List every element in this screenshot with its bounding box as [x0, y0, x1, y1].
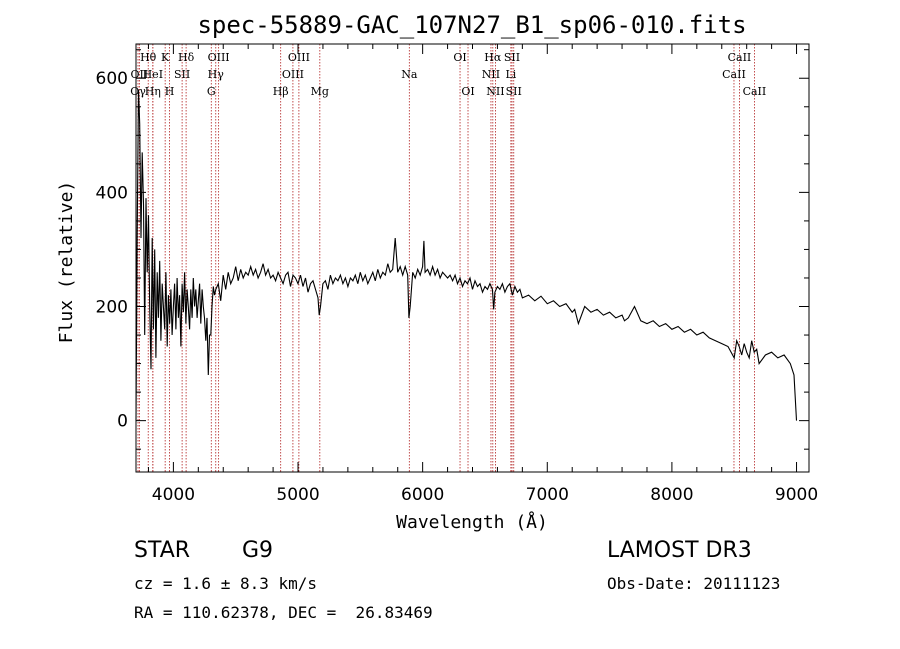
- x-tick-label: 6000: [401, 485, 444, 505]
- survey-name: LAMOST DR3: [607, 538, 752, 563]
- x-tick-label: 4000: [152, 485, 195, 505]
- spectral-line-label: HeI: [143, 68, 163, 81]
- spectral-line-label: SII: [174, 68, 190, 81]
- axis-ticks: [136, 44, 809, 472]
- plot-frame: [135, 43, 810, 473]
- spectral-line-label: NII: [482, 68, 500, 81]
- x-tick-label: 5000: [276, 485, 319, 505]
- object-class: STAR: [134, 538, 191, 563]
- spectral-line-label: OIII: [282, 68, 304, 81]
- spectral-line-label: OI: [461, 85, 474, 98]
- x-tick-label: 8000: [650, 485, 693, 505]
- spectral-line-label: CaII: [743, 85, 767, 98]
- spectral-line-label: Hβ: [273, 85, 289, 98]
- x-tick-label: 9000: [775, 485, 818, 505]
- spectral-line-label: H: [165, 85, 175, 98]
- redshift-readout: cz = 1.6 ± 8.3 km/s: [134, 574, 318, 593]
- spectral-line-label: Hθ: [140, 51, 157, 64]
- observation-date: Obs-Date: 20111123: [607, 574, 781, 593]
- spectral-line-label: K: [161, 51, 170, 64]
- spectral-line-label: Hδ: [178, 51, 195, 64]
- spectral-line-label: Hα: [484, 51, 502, 64]
- object-subclass: G9: [242, 538, 274, 563]
- spectral-line-label: Hγ: [208, 68, 225, 81]
- flux-series-line: [135, 89, 798, 421]
- y-tick-label: 600: [96, 69, 128, 89]
- spectral-line-label: SII: [506, 85, 522, 98]
- spectral-line-label: Mg: [311, 85, 329, 98]
- spectral-line-label: CaII: [728, 51, 752, 64]
- x-tick-label: 7000: [526, 485, 569, 505]
- chart-title: spec-55889-GAC_107N27_B1_sp06-010.fits: [197, 11, 746, 39]
- axis-tick-labels: 4000 5000 6000 7000 8000 9000 0 200 400 600: [96, 69, 819, 505]
- spectral-line-label: OIII: [208, 51, 230, 64]
- y-tick-label: 0: [117, 412, 128, 432]
- spectral-line-label: OI: [453, 51, 466, 64]
- spectral-line-label: Na: [401, 68, 418, 81]
- spectral-line-label: Li: [505, 68, 516, 81]
- y-tick-label: 400: [96, 183, 128, 203]
- y-axis-label: Flux (relative): [56, 181, 77, 344]
- y-tick-label: 200: [96, 298, 128, 318]
- spectral-line-label: Hη: [145, 85, 161, 98]
- x-axis-label: Wavelength (Å): [396, 511, 548, 533]
- spectral-line-label: G: [207, 85, 216, 98]
- spectral-line-markers: [137, 44, 755, 472]
- sky-coordinates: RA = 110.62378, DEC = 26.83469: [134, 603, 433, 622]
- spectral-line-label: CaII: [722, 68, 746, 81]
- spectral-line-label: SII: [504, 51, 520, 64]
- spectral-line-label: NII: [486, 85, 504, 98]
- spectral-line-label: OIII: [288, 51, 310, 64]
